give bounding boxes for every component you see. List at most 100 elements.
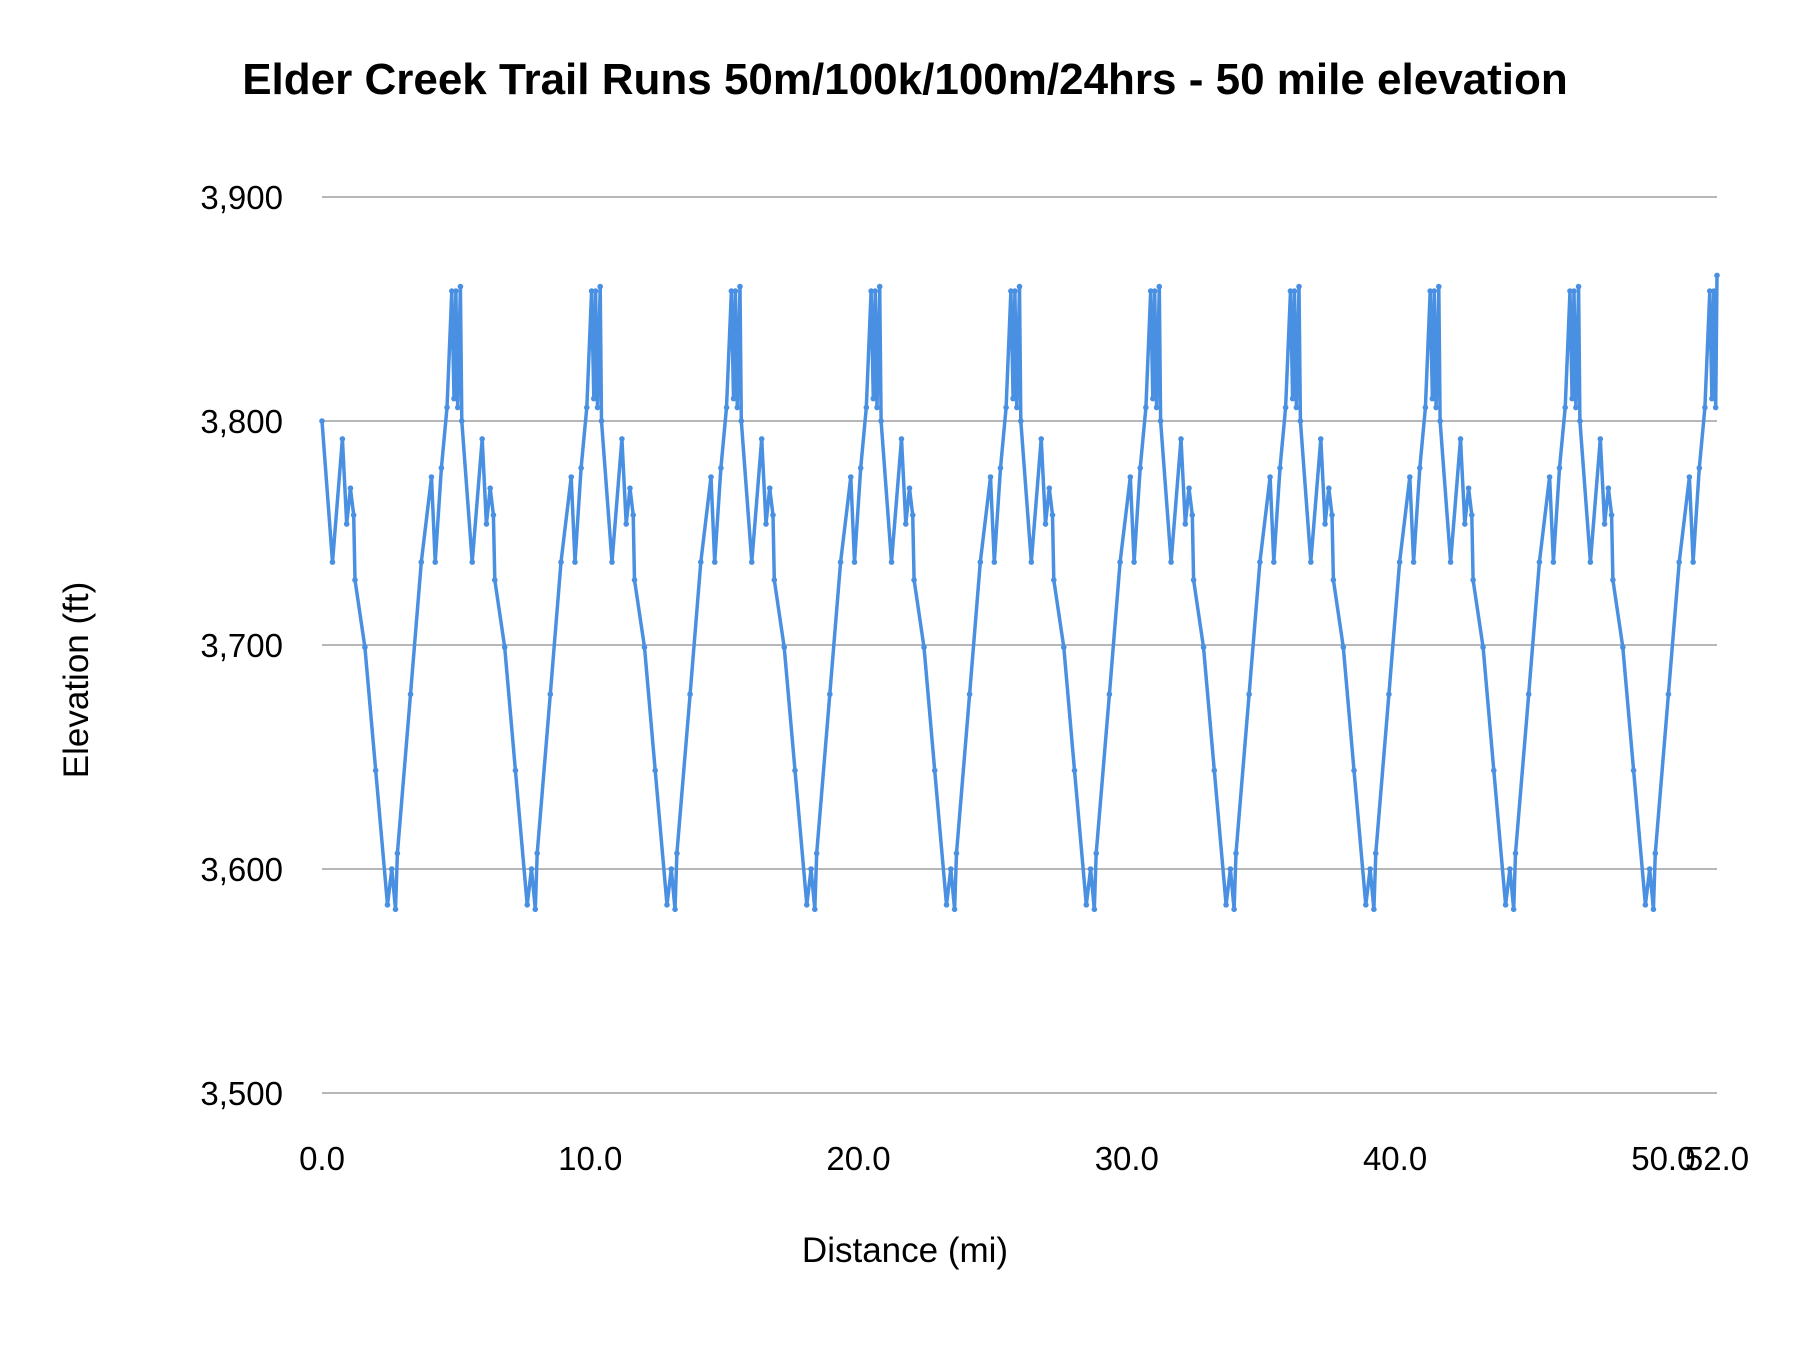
data-point	[812, 906, 818, 913]
data-point	[583, 404, 590, 411]
data-point	[1308, 559, 1314, 565]
data-point	[1416, 465, 1423, 471]
data-point	[407, 691, 414, 698]
data-point	[1650, 906, 1657, 913]
data-point	[547, 691, 554, 698]
data-point	[1470, 577, 1476, 583]
y-tick-label: 3,800	[200, 403, 283, 440]
data-point	[951, 906, 958, 913]
data-point	[734, 404, 741, 411]
data-point	[987, 474, 994, 480]
data-point	[1186, 485, 1192, 492]
data-point	[1093, 850, 1100, 857]
data-point	[528, 866, 535, 872]
data-point	[902, 521, 909, 527]
data-point	[1436, 283, 1442, 290]
data-point	[384, 902, 391, 908]
data-point	[372, 767, 379, 774]
data-point	[851, 559, 858, 565]
data-point	[1340, 644, 1347, 651]
data-point	[1143, 404, 1149, 411]
data-point	[1106, 691, 1113, 698]
data-point	[1028, 559, 1035, 565]
data-point	[1447, 559, 1454, 565]
y-axis-label: Elevation (ft)	[57, 582, 96, 778]
x-tick-label: 0.0	[299, 1140, 345, 1177]
data-point	[1562, 404, 1568, 411]
data-point	[1556, 465, 1563, 471]
data-point	[1601, 521, 1608, 527]
data-point	[872, 288, 878, 294]
data-point	[1042, 521, 1049, 527]
data-point	[808, 866, 814, 872]
data-point	[487, 485, 494, 492]
data-point	[1610, 577, 1616, 583]
data-point	[847, 474, 854, 480]
data-point	[1127, 474, 1134, 480]
data-point	[1491, 767, 1497, 774]
data-point	[878, 418, 884, 424]
data-point	[501, 644, 508, 651]
data-point	[392, 906, 399, 913]
data-point	[1117, 559, 1123, 565]
data-point	[898, 436, 905, 442]
data-point	[350, 512, 357, 518]
data-point	[1480, 644, 1486, 651]
data-point	[668, 866, 675, 872]
data-point	[1686, 474, 1693, 480]
data-point	[697, 559, 704, 565]
data-point	[1371, 906, 1377, 913]
data-point	[568, 474, 575, 480]
data-point	[1137, 465, 1144, 471]
data-point	[1696, 465, 1703, 471]
data-point	[438, 465, 445, 471]
data-point	[1665, 691, 1672, 698]
data-point	[1289, 395, 1296, 402]
data-point	[1060, 644, 1067, 651]
data-point	[652, 767, 658, 774]
data-point	[792, 767, 798, 774]
data-point	[1200, 644, 1207, 651]
data-point	[931, 767, 938, 774]
data-point	[1182, 521, 1189, 527]
data-point	[1714, 272, 1720, 279]
data-point	[1257, 559, 1263, 565]
data-point	[1407, 474, 1413, 480]
data-point	[1018, 418, 1024, 424]
data-point	[1049, 512, 1056, 518]
data-point	[1246, 691, 1252, 698]
data-point	[1046, 485, 1053, 492]
data-point	[874, 404, 880, 411]
data-point	[1326, 485, 1332, 492]
data-point	[1642, 902, 1649, 908]
data-point	[1282, 404, 1289, 411]
data-point	[1550, 559, 1557, 565]
data-point	[948, 866, 954, 872]
data-point	[1190, 577, 1197, 583]
data-point	[1646, 866, 1653, 872]
y-tick-label: 3,900	[200, 179, 283, 216]
data-point	[627, 485, 633, 492]
data-point	[1512, 850, 1519, 857]
data-point	[1322, 521, 1328, 527]
data-point	[532, 906, 539, 913]
data-point	[1157, 418, 1164, 424]
data-point	[609, 559, 615, 565]
data-point	[1429, 395, 1436, 402]
data-point	[1131, 559, 1137, 565]
data-point	[1457, 436, 1464, 442]
data-point	[803, 902, 810, 908]
data-point	[1153, 404, 1160, 411]
data-point	[329, 559, 336, 565]
data-point	[524, 902, 531, 908]
data-point	[1469, 512, 1475, 518]
data-point	[870, 395, 877, 402]
data-point	[598, 418, 605, 424]
data-point	[1317, 436, 1324, 442]
data-point	[1507, 866, 1513, 872]
data-point	[827, 691, 833, 698]
data-point	[1410, 559, 1417, 565]
data-point	[1386, 691, 1392, 698]
data-point	[766, 485, 773, 492]
